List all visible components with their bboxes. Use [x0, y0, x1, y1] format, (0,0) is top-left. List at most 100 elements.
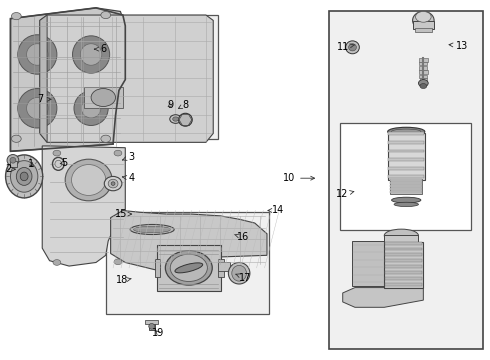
Bar	[390, 191, 422, 193]
Text: 7: 7	[38, 94, 51, 104]
Ellipse shape	[413, 12, 434, 30]
Bar	[390, 188, 422, 190]
Text: 10: 10	[283, 173, 315, 183]
Text: 3: 3	[122, 152, 134, 162]
Polygon shape	[40, 15, 47, 142]
Bar	[385, 248, 422, 251]
Text: 12: 12	[336, 189, 354, 199]
Polygon shape	[352, 241, 384, 286]
Text: 14: 14	[268, 206, 284, 216]
Ellipse shape	[394, 202, 418, 207]
Ellipse shape	[91, 89, 116, 107]
Ellipse shape	[53, 260, 61, 265]
Bar	[419, 62, 427, 65]
Ellipse shape	[65, 159, 112, 201]
Bar	[384, 235, 418, 243]
Text: 9: 9	[168, 100, 174, 110]
Ellipse shape	[392, 197, 421, 203]
Ellipse shape	[170, 254, 207, 282]
Ellipse shape	[101, 12, 111, 19]
Ellipse shape	[392, 129, 421, 134]
Ellipse shape	[11, 13, 21, 20]
Ellipse shape	[20, 172, 28, 181]
Ellipse shape	[348, 44, 356, 51]
Bar	[388, 149, 424, 152]
Ellipse shape	[10, 157, 16, 163]
Bar	[388, 132, 424, 135]
Ellipse shape	[172, 117, 178, 121]
Bar	[388, 175, 424, 178]
Ellipse shape	[10, 161, 38, 192]
Bar	[415, 28, 432, 32]
Ellipse shape	[388, 127, 425, 136]
Bar	[420, 78, 427, 82]
Ellipse shape	[420, 84, 427, 89]
Bar	[388, 141, 424, 144]
Ellipse shape	[149, 323, 155, 329]
Bar	[419, 75, 427, 78]
Ellipse shape	[384, 229, 418, 242]
Text: 4: 4	[122, 173, 134, 183]
Ellipse shape	[53, 150, 61, 156]
Bar	[385, 271, 422, 274]
Bar	[385, 277, 422, 280]
Ellipse shape	[26, 98, 48, 119]
Ellipse shape	[134, 226, 171, 233]
Bar	[384, 242, 423, 288]
Text: 1: 1	[28, 159, 34, 169]
Bar	[413, 22, 434, 30]
Ellipse shape	[111, 182, 115, 185]
Bar	[149, 320, 155, 329]
Ellipse shape	[232, 265, 246, 281]
Bar	[385, 283, 422, 286]
Ellipse shape	[108, 179, 118, 188]
Ellipse shape	[101, 135, 111, 142]
Bar	[84, 87, 123, 108]
Text: 17: 17	[236, 273, 251, 283]
Bar	[10, 161, 17, 167]
Bar	[385, 265, 422, 268]
Bar	[390, 182, 422, 184]
Ellipse shape	[74, 91, 108, 126]
Ellipse shape	[175, 263, 203, 273]
Ellipse shape	[72, 165, 106, 195]
Bar	[218, 262, 230, 271]
Ellipse shape	[130, 225, 174, 234]
Bar	[385, 259, 422, 262]
Bar	[388, 167, 424, 170]
Ellipse shape	[7, 154, 19, 166]
Ellipse shape	[16, 167, 32, 185]
Bar	[106, 212, 270, 315]
Ellipse shape	[81, 99, 101, 118]
Bar	[385, 253, 422, 256]
Text: 6: 6	[95, 44, 106, 54]
Bar	[388, 134, 425, 180]
Bar	[340, 123, 471, 230]
Text: 2: 2	[5, 164, 15, 174]
Ellipse shape	[345, 41, 359, 54]
Text: 8: 8	[178, 100, 189, 110]
Ellipse shape	[114, 259, 122, 265]
Ellipse shape	[170, 115, 181, 123]
Bar	[218, 259, 224, 277]
Ellipse shape	[104, 176, 122, 191]
Bar	[42, 15, 218, 139]
Bar	[419, 58, 428, 62]
Text: 5: 5	[60, 158, 67, 168]
Bar	[390, 179, 422, 181]
Text: 19: 19	[152, 328, 165, 338]
Bar	[419, 66, 427, 69]
Bar	[329, 12, 483, 348]
Ellipse shape	[165, 251, 212, 285]
Ellipse shape	[5, 155, 43, 198]
Ellipse shape	[80, 44, 102, 65]
Ellipse shape	[11, 135, 21, 142]
Bar	[388, 158, 424, 161]
Ellipse shape	[55, 160, 62, 167]
Bar	[157, 244, 220, 291]
Ellipse shape	[416, 12, 431, 22]
Polygon shape	[42, 146, 125, 266]
Ellipse shape	[418, 80, 428, 87]
Text: 18: 18	[116, 275, 131, 285]
Bar	[390, 179, 422, 194]
